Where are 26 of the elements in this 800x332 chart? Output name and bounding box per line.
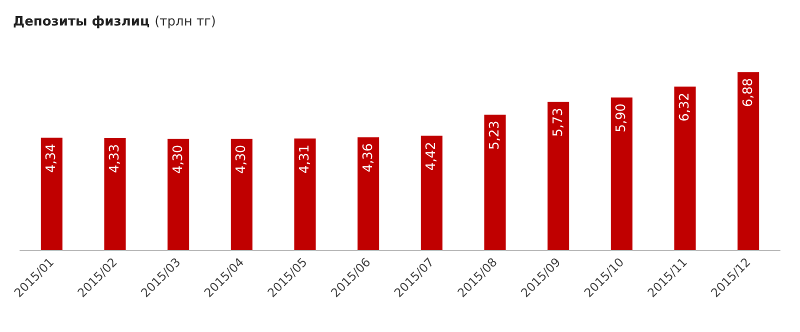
bar [674,86,696,250]
bar [420,136,442,250]
data-label: 4,34 [44,144,60,173]
data-label: 6,32 [678,92,692,122]
data-label: 5,73 [550,108,566,137]
bar [104,138,126,250]
data-label: 4,30 [234,144,250,174]
data-label: 6,88 [740,78,756,108]
bar [548,102,570,250]
data-label: 4,33 [108,144,122,173]
bar [40,138,62,250]
bar [738,72,760,250]
bar [294,138,316,250]
bar [358,137,380,250]
data-label: 4,36 [360,143,376,172]
bar [484,114,506,250]
data-label: 5,23 [488,120,502,150]
chart-title: Депозиты физлиц [13,14,150,30]
bar [610,97,632,250]
bar [230,138,252,250]
data-label: 4,30 [170,144,186,174]
bar [168,138,190,250]
chart-subtitle: (трлн тг) [154,14,216,30]
data-label: 4,42 [424,142,440,171]
data-label: 4,31 [298,144,312,174]
data-label: 5,90 [614,103,630,132]
